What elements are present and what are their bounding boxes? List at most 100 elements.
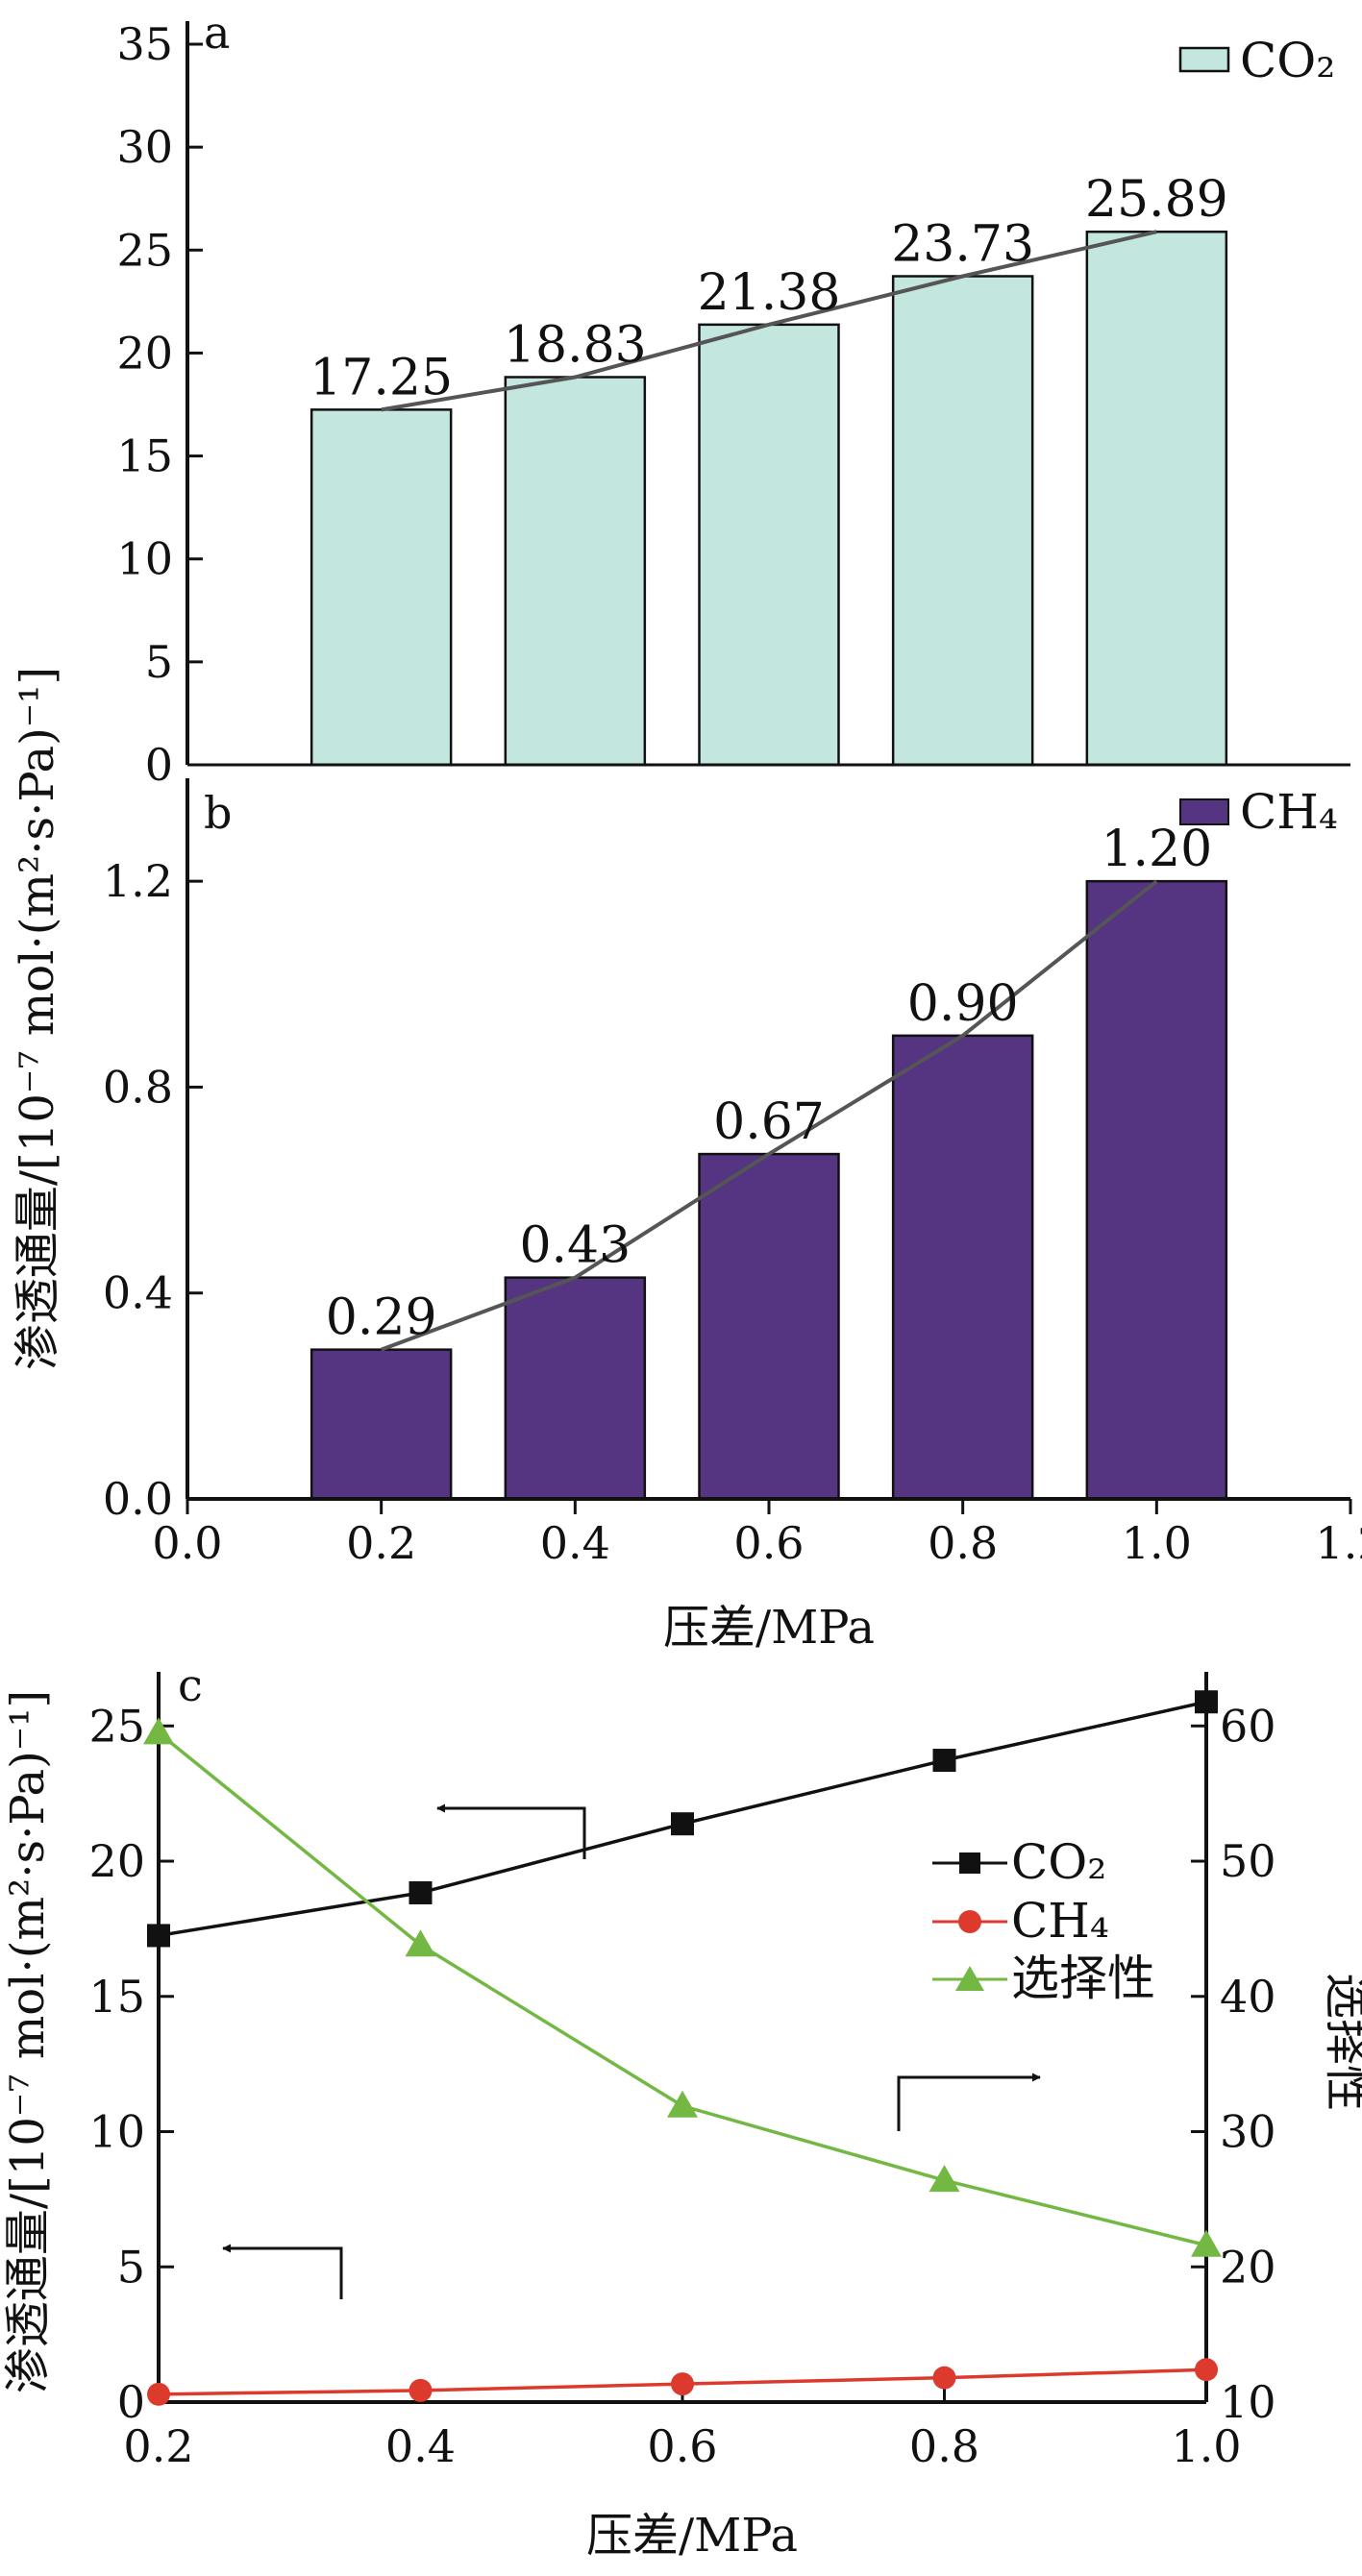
pa-y-tick-label: 0 (145, 739, 173, 791)
pc-ch4-marker (671, 2372, 694, 2396)
pb-data-label: 0.43 (519, 1217, 631, 1275)
selectivity-right-axis-arrow (897, 2073, 1041, 2131)
pb-data-label: 0.90 (907, 975, 1019, 1033)
pa-y-tick-label: 35 (116, 18, 173, 70)
pa-bar (891, 275, 1034, 767)
pa-bar (1085, 230, 1228, 767)
pc-left-y-tick-label: 10 (88, 2106, 145, 2158)
legend-ch4-label: CH₄ (1011, 1893, 1109, 1949)
pc-x-tick-label: 1.0 (1171, 2420, 1241, 2472)
pc-right-y-tick-label: 40 (1220, 1971, 1276, 2023)
pb-x-tick-label: 0.2 (346, 1517, 416, 1569)
pb-x-tick-label: 0.6 (733, 1517, 804, 1569)
panel-a-trend-line (381, 230, 1157, 412)
panel-b-data-labels: 0.29 0.43 0.67 0.90 1.20 (326, 821, 1212, 1346)
panel-c-right-y-ticks: 10 20 30 40 50 60 (1191, 1700, 1276, 2428)
pc-selectivity-marker (143, 1717, 174, 1745)
pc-co2-marker (409, 1880, 433, 1904)
panel-a-legend-swatch (1178, 46, 1230, 73)
pb-bar (504, 1276, 647, 1501)
pa-y-tick-label: 20 (116, 327, 173, 379)
panel-c-x-ticks: 0.2 0.4 0.6 0.8 1.0 (123, 2387, 1242, 2472)
panel-c-x-axis-title: 压差/MPa (586, 2509, 798, 2563)
panel-a-bar-chart: 17.25 18.83 21.38 23.73 25.89 0 5 10 15 20 25 30 35… (116, 7, 1350, 791)
pc-ch4-marker (147, 2382, 170, 2406)
pa-y-tick-label: 30 (116, 121, 173, 173)
pa-data-label: 17.25 (310, 349, 453, 406)
pc-left-y-tick-label: 0 (117, 2376, 145, 2428)
pa-bar (504, 376, 647, 767)
pb-x-tick-label: 1.0 (1122, 1517, 1192, 1569)
pa-bar (310, 408, 453, 767)
pc-x-tick-label: 0.4 (385, 2420, 456, 2472)
panel-b-bars (310, 879, 1228, 1501)
pc-x-tick-label: 0.8 (909, 2420, 979, 2472)
panel-a-letter: a (204, 7, 230, 59)
pa-data-label: 23.73 (891, 216, 1034, 274)
pc-co2-marker (671, 1812, 694, 1836)
panel-b-letter: b (204, 787, 232, 839)
pa-bar (698, 323, 840, 767)
legend-co2-square-marker (959, 1852, 980, 1874)
pb-bar (310, 1348, 453, 1501)
panel-c-legend: CO₂ CH₄ 选择性 (932, 1834, 1155, 2006)
co2-left-axis-arrow (436, 1803, 586, 1859)
pc-right-y-tick-label: 60 (1220, 1700, 1276, 1752)
panel-b-x-ticks: 0.0 0.2 0.4 0.6 0.8 1.0 1.2 (152, 1499, 1362, 1569)
panel-b-x-axis-title: 压差/MPa (663, 1601, 875, 1655)
pb-data-label: 1.20 (1101, 821, 1212, 878)
pc-x-tick-label: 0.2 (123, 2420, 193, 2472)
panels-ab-y-axis-title: 渗透通量/[10⁻⁷ mol·(m²·s·Pa)⁻¹] (11, 667, 64, 1370)
pc-selectivity-marker (405, 1929, 436, 1957)
legend-co2-label: CO₂ (1011, 1834, 1106, 1890)
pb-data-label: 0.67 (713, 1093, 825, 1151)
pc-right-y-tick-label: 20 (1220, 2241, 1276, 2293)
pa-y-tick-label: 25 (116, 224, 173, 276)
pc-x-tick-label: 0.6 (647, 2420, 717, 2472)
pb-x-tick-label: 0.8 (928, 1517, 998, 1569)
panel-a-y-ticks: 0 5 10 15 20 25 30 35 (116, 18, 203, 791)
pc-selectivity-marker (667, 2090, 698, 2118)
pc-selectivity-marker (1191, 2229, 1222, 2257)
pc-selectivity-marker (929, 2165, 960, 2193)
pc-ch4-marker (1195, 2358, 1218, 2382)
pc-right-y-tick-label: 50 (1220, 1835, 1276, 1887)
panel-c-left-y-ticks: 0 5 10 15 20 25 (88, 1700, 174, 2428)
pc-right-y-tick-label: 30 (1220, 2106, 1276, 2158)
pb-data-label: 0.29 (326, 1289, 437, 1347)
legend-ch4-circle-marker (958, 1910, 981, 1933)
panel-b-y-ticks: 0.0 0.4 0.8 1.2 (103, 855, 203, 1525)
ch4-left-axis-arrow (222, 2244, 343, 2299)
panel-b-trend-line (380, 879, 1158, 1352)
pc-left-y-tick-label: 25 (88, 1700, 145, 1752)
pb-y-tick-label: 0.0 (103, 1473, 173, 1525)
panel-c-right-y-axis-title: 选择性 (1320, 1973, 1362, 2111)
pc-left-y-tick-label: 15 (88, 1971, 145, 2023)
panel-c-left-y-axis-title: 渗透通量/[10⁻⁷ mol·(m²·s·Pa)⁻¹] (1, 1690, 55, 2393)
panel-a-data-labels: 17.25 18.83 21.38 23.73 25.89 (310, 171, 1228, 406)
legend-selectivity-triangle-marker (955, 1966, 984, 1991)
pb-x-tick-label: 0.0 (152, 1517, 222, 1569)
panel-c-letter: c (178, 1659, 203, 1711)
panel-c-series (143, 1690, 1222, 2406)
pb-y-tick-label: 0.4 (103, 1267, 173, 1319)
pb-x-tick-label: 0.4 (540, 1517, 610, 1569)
pa-data-label: 21.38 (698, 264, 841, 322)
pc-right-y-tick-label: 10 (1220, 2376, 1276, 2428)
panel-b-bar-chart: 0.29 0.43 0.67 0.90 1.20 0.0 0.4 0.8 1.2 0.0 0.2… (103, 778, 1362, 1655)
legend-selectivity-label: 选择性 (1011, 1950, 1155, 2006)
panel-b-legend-swatch (1179, 798, 1229, 825)
panel-a-legend-label: CO₂ (1240, 33, 1335, 88)
pc-left-y-tick-label: 20 (88, 1835, 145, 1887)
pa-y-tick-label: 15 (116, 430, 173, 482)
pc-left-y-tick-label: 5 (117, 2241, 145, 2293)
pb-bar (891, 1034, 1034, 1501)
pb-y-tick-label: 1.2 (103, 855, 173, 907)
panel-b-legend-label: CH₄ (1240, 784, 1338, 840)
pb-y-tick-label: 0.8 (103, 1061, 173, 1113)
pc-ch4-marker (932, 2366, 956, 2390)
pb-bar (1085, 879, 1228, 1501)
pb-bar (698, 1152, 840, 1501)
